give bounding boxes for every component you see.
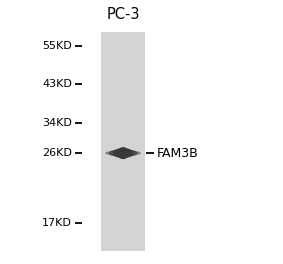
Text: 17KD: 17KD: [42, 218, 72, 228]
Ellipse shape: [114, 149, 132, 158]
Bar: [101, 32, 145, 251]
Ellipse shape: [106, 151, 140, 155]
Ellipse shape: [118, 148, 128, 158]
Text: 43KD: 43KD: [42, 79, 72, 89]
Text: 26KD: 26KD: [42, 148, 72, 158]
Text: FAM3B: FAM3B: [157, 147, 199, 160]
Text: PC-3: PC-3: [106, 7, 140, 22]
Text: 34KD: 34KD: [42, 118, 72, 128]
Text: 55KD: 55KD: [42, 41, 72, 51]
Ellipse shape: [110, 150, 137, 156]
